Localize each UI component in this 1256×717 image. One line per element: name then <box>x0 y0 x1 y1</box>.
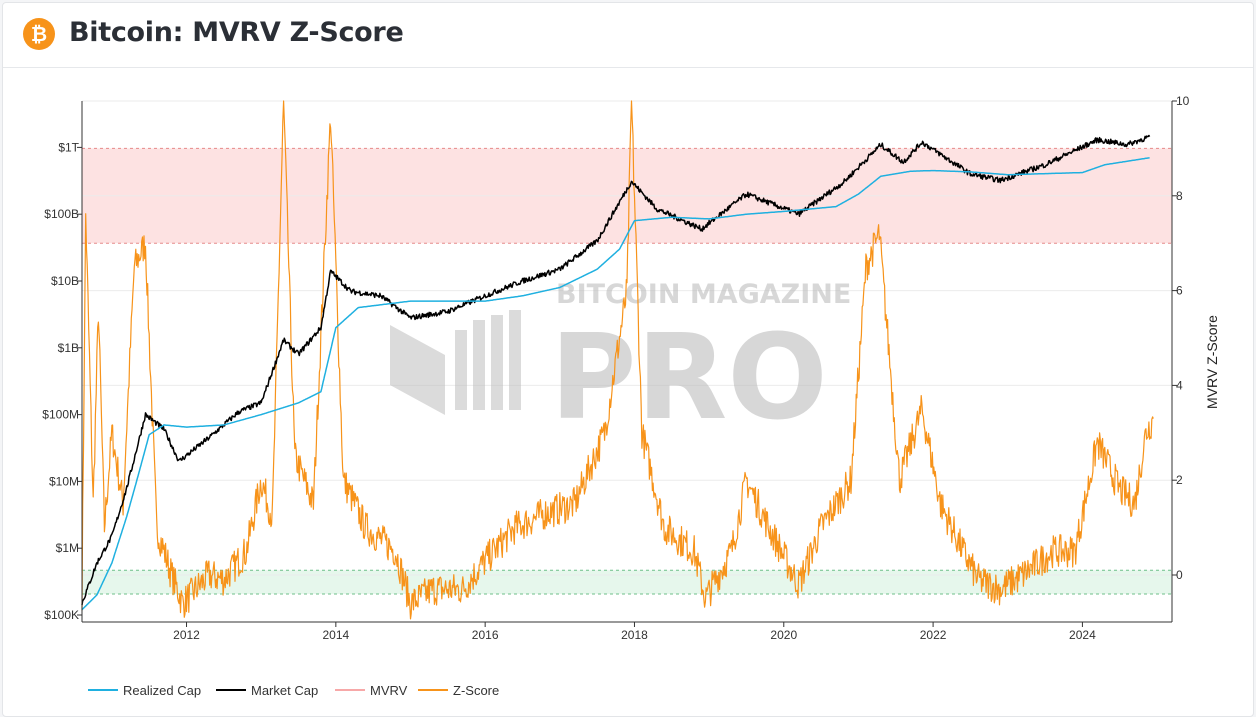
page-title: Bitcoin: MVRV Z-Score <box>69 17 404 48</box>
x-tick-label: 2014 <box>322 628 349 642</box>
chart-header: ₿ Bitcoin: MVRV Z-Score <box>3 3 1253 68</box>
y-right-tick-label: 6 <box>1176 284 1183 298</box>
legend-item-z-score[interactable]: Z-Score <box>453 683 499 698</box>
y-left-tick-label: $10B <box>51 274 79 288</box>
y-left-tick-label: $10M <box>49 474 79 488</box>
y-left-tick-label: $1B <box>58 341 79 355</box>
y-right-tick-label: 4 <box>1176 378 1183 392</box>
x-tick-label: 2012 <box>173 628 200 642</box>
x-tick-label: 2024 <box>1069 628 1096 642</box>
market-cap-series-line <box>81 134 1151 606</box>
y-left-tick-label: $1M <box>56 541 79 555</box>
realized-cap-series-line <box>81 156 1150 611</box>
y-right-axis-title: MVRV Z-Score <box>1204 315 1220 409</box>
bitcoin-logo-icon: ₿ <box>23 18 55 50</box>
y-left-tick-label: $100B <box>44 207 79 221</box>
watermark-line2: PRO <box>550 308 828 446</box>
y-right-tick-label: 0 <box>1176 568 1183 582</box>
x-tick-label: 2022 <box>920 628 947 642</box>
y-right-tick-label: 10 <box>1176 94 1190 108</box>
green-zone-band <box>82 570 1172 594</box>
watermark-logo-icon <box>390 310 521 415</box>
x-tick-label: 2020 <box>770 628 797 642</box>
y-right-tick-label: 2 <box>1176 473 1183 487</box>
z-score-series-line <box>81 100 1154 620</box>
y-left-tick-label: $100M <box>42 408 79 422</box>
watermark-line1: BITCOIN MAGAZINE <box>556 279 851 310</box>
x-tick-label: 2018 <box>621 628 648 642</box>
y-left-tick-label: $100K <box>44 608 79 622</box>
legend-item-realized-cap[interactable]: Realized Cap <box>123 683 201 698</box>
x-tick-label: 2016 <box>472 628 499 642</box>
legend-item-mvrv[interactable]: MVRV <box>370 683 408 698</box>
chart-legend: Realized Cap Market Cap MVRV Z-Score <box>88 683 499 698</box>
y-right-tick-label: 8 <box>1176 189 1183 203</box>
watermark: BITCOIN MAGAZINE PRO <box>390 279 851 446</box>
legend-item-market-cap[interactable]: Market Cap <box>251 683 318 698</box>
y-left-tick-label: $1T <box>58 140 79 154</box>
